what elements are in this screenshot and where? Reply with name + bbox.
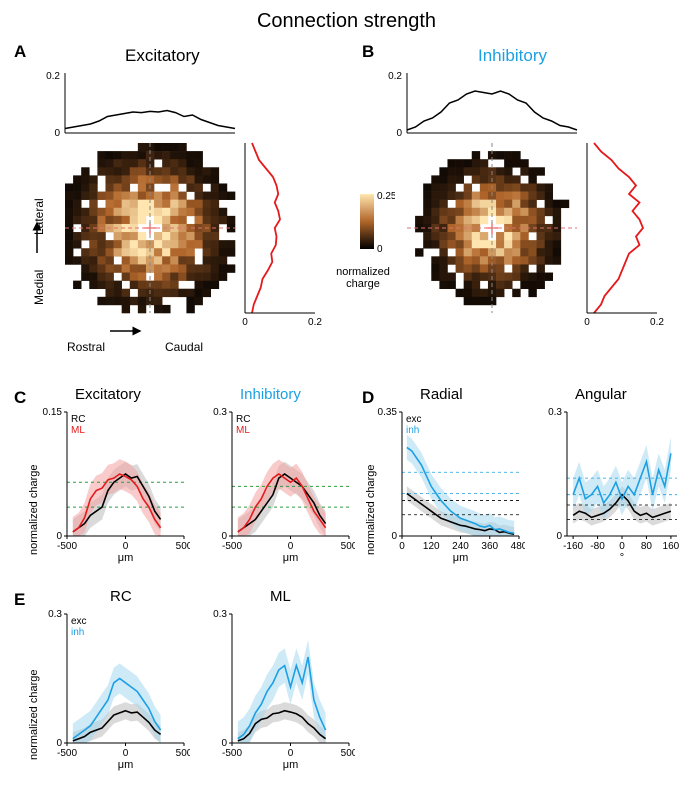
svg-text:RC: RC (71, 414, 85, 425)
svg-text:0: 0 (123, 748, 129, 759)
panel-e-ylabel: normalized charge (28, 670, 40, 761)
svg-text:ML: ML (71, 425, 85, 436)
svg-text:80: 80 (641, 541, 653, 552)
panel-c-left-title: Excitatory (75, 386, 141, 403)
svg-text:μm: μm (453, 552, 469, 564)
svg-text:exc: exc (406, 414, 422, 425)
panel-e-right-svg: 00.3-5000500μm (200, 608, 355, 773)
svg-text:-500: -500 (222, 748, 242, 759)
svg-text:0: 0 (584, 317, 590, 328)
colorbar-label: normalized charge (328, 266, 398, 290)
svg-text:0.15: 0.15 (43, 407, 63, 418)
svg-text:-500: -500 (57, 748, 77, 759)
svg-text:480: 480 (511, 541, 525, 552)
panel-e-right-title: ML (270, 588, 291, 605)
svg-text:inh: inh (71, 627, 84, 638)
panel-a-svg: 0 0.2 0 0.2 (30, 68, 340, 368)
axis-caudal: Caudal (165, 340, 203, 354)
svg-text:-500: -500 (57, 541, 77, 552)
svg-text:0: 0 (288, 541, 294, 552)
svg-text:0: 0 (377, 244, 383, 255)
svg-text:0.3: 0.3 (213, 609, 227, 620)
panel-a-title: Excitatory (125, 46, 200, 66)
svg-text:μm: μm (283, 552, 299, 564)
svg-text:-80: -80 (590, 541, 605, 552)
panel-c-left-svg: 00.15-5000500μmRCML (35, 406, 190, 566)
svg-text:μm: μm (283, 759, 299, 771)
svg-text:μm: μm (118, 759, 134, 771)
panel-label-d: D (362, 388, 374, 408)
main-title: Connection strength (257, 10, 436, 33)
panel-d-left-title: Radial (420, 386, 463, 403)
svg-text:500: 500 (176, 748, 190, 759)
panel-label-b: B (362, 42, 374, 62)
svg-text:0: 0 (619, 541, 625, 552)
svg-text:exc: exc (71, 616, 87, 627)
svg-text:0: 0 (399, 541, 405, 552)
axis-rostral: Rostral (67, 340, 105, 354)
panel-d-ylabel: normalized charge (365, 465, 377, 556)
svg-text:0: 0 (391, 531, 397, 542)
svg-text:0.3: 0.3 (213, 407, 227, 418)
axis-lateral: Lateral (32, 198, 46, 235)
svg-text:RC: RC (236, 414, 250, 425)
svg-text:500: 500 (341, 748, 355, 759)
svg-text:360: 360 (481, 541, 498, 552)
svg-text:0.25: 0.25 (377, 191, 395, 202)
figure: Connection strength A B C D E Excitatory… (10, 10, 683, 787)
panel-label-e: E (14, 590, 25, 610)
svg-text:240: 240 (452, 541, 469, 552)
svg-text:ML: ML (236, 425, 250, 436)
svg-text:0.3: 0.3 (48, 609, 62, 620)
svg-text:0: 0 (288, 748, 294, 759)
svg-text:0.35: 0.35 (378, 407, 398, 418)
panel-label-c: C (14, 388, 26, 408)
panel-c-right-title: Inhibitory (240, 386, 301, 403)
svg-text:°: ° (620, 552, 624, 564)
svg-text:0: 0 (242, 317, 248, 328)
svg-text:500: 500 (341, 541, 355, 552)
svg-text:inh: inh (406, 425, 419, 436)
svg-text:0: 0 (123, 541, 129, 552)
panel-d-right-svg: 0 0.3 -160 -80 0 80 160 ° (535, 406, 683, 566)
svg-text:0: 0 (396, 128, 402, 139)
panel-d-left-svg: 0 0.35 0 120 240 360 480 μm excinh (370, 406, 525, 566)
panel-c-right-svg: 00.3-5000500μmRCML (200, 406, 355, 566)
svg-text:0.2: 0.2 (388, 71, 402, 82)
svg-text:0.2: 0.2 (650, 317, 664, 328)
panel-e-left-svg: 00.3-5000500μmexcinh (35, 608, 190, 773)
svg-text:0: 0 (54, 128, 60, 139)
axis-medial: Medial (32, 270, 46, 305)
panel-label-a: A (14, 42, 26, 62)
panel-e-left-title: RC (110, 588, 132, 605)
svg-text:0.2: 0.2 (308, 317, 322, 328)
svg-text:120: 120 (423, 541, 440, 552)
svg-text:0.2: 0.2 (46, 71, 60, 82)
panel-b-title: Inhibitory (478, 46, 547, 66)
svg-text:0.3: 0.3 (548, 407, 562, 418)
svg-text:500: 500 (176, 541, 190, 552)
panel-b-svg: 0 0.2 0 0.2 (372, 68, 682, 368)
svg-text:160: 160 (663, 541, 680, 552)
panel-d-right-title: Angular (575, 386, 627, 403)
svg-text:μm: μm (118, 552, 134, 564)
panel-c-ylabel: normalized charge (28, 465, 40, 556)
svg-text:0: 0 (556, 531, 562, 542)
svg-text:-500: -500 (222, 541, 242, 552)
svg-text:-160: -160 (563, 541, 583, 552)
